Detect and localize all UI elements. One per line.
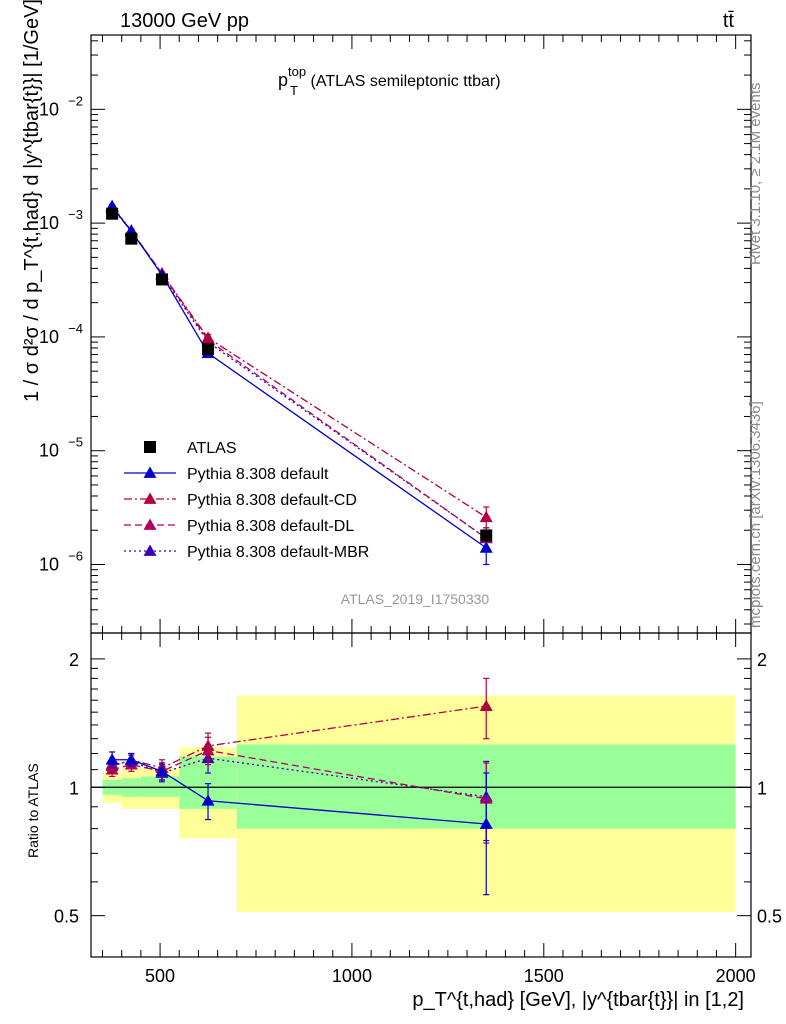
legend-marker-cd <box>143 492 157 504</box>
y-tick-exponent: −4 <box>68 321 83 336</box>
y-tick-exponent: −3 <box>68 207 83 222</box>
ratio-bands <box>102 695 736 912</box>
main-point-data <box>155 273 168 286</box>
ratio-frame <box>90 632 752 958</box>
x-tick-label: 500 <box>145 966 175 986</box>
ratio-y-tick-label-right: 1 <box>757 778 767 798</box>
y-tick-label: 10 <box>39 99 59 119</box>
plot-title: ptop (ATLAS semileptonic ttbar) <box>278 64 501 90</box>
ratio-y-tick-label-right: 0.5 <box>757 907 782 927</box>
main-line-dl <box>111 206 487 539</box>
plot-title-sub: T <box>290 83 298 98</box>
ratio-point-default <box>124 753 138 765</box>
main-point-data <box>480 529 493 542</box>
ratio-y-tick-label: 2 <box>69 650 79 670</box>
y-tick-exponent: −5 <box>68 435 83 450</box>
ratio-series <box>105 677 493 896</box>
y-tick-label: 10 <box>39 327 59 347</box>
plot-title-main: p <box>278 70 288 90</box>
legend-marker-default <box>143 466 157 478</box>
legend-marker-dl <box>143 518 157 530</box>
x-axis-label: p_T^{t,had} [GeV], |y^{tbar{t}}| in [1,2… <box>412 989 744 1011</box>
ratio-band-inner <box>140 776 180 797</box>
ratio-point-cd <box>479 699 493 711</box>
main-point-data <box>202 343 215 356</box>
x-tick-label: 2000 <box>716 966 756 986</box>
y-axis-label: 1 / σ d²σ / d p_T^{t,had} d |y^{tbar{t}}… <box>21 0 43 402</box>
plot-title-sup: top <box>288 64 306 79</box>
mcplots-reference: mcplots.cern.ch [arXiv:1306.3436] <box>747 401 764 628</box>
ratio-point-default <box>155 764 169 777</box>
rivet-version: Rivet 3.1.10, ≥ 2.1M events <box>747 83 764 266</box>
ratio-point-default <box>105 753 119 765</box>
ratio-point-default <box>201 794 215 806</box>
main-series <box>105 199 493 566</box>
legend-label-cd: Pythia 8.308 default-CD <box>187 492 357 509</box>
main-point-cd <box>479 510 493 523</box>
x-tick-label: 1500 <box>524 966 564 986</box>
legend-label-mbr: Pythia 8.308 default-MBR <box>187 544 369 561</box>
main-point-default <box>479 541 493 553</box>
y-tick-label: 10 <box>39 554 59 574</box>
legend-label-dl: Pythia 8.308 default-DL <box>187 518 354 535</box>
main-point-data <box>125 232 138 245</box>
header-right: tt̄ <box>723 10 735 32</box>
legend-label-data: ATLAS <box>187 440 237 457</box>
main-point-data <box>106 207 119 220</box>
ratio-y-tick-label-right: 2 <box>757 650 767 670</box>
legend-marker-mbr <box>143 544 157 556</box>
main-line-mbr <box>111 205 487 539</box>
x-tick-label: 1000 <box>332 966 372 986</box>
y-tick-exponent: −6 <box>68 548 83 563</box>
ratio-line-dl <box>111 749 487 800</box>
analysis-watermark: ATLAS_2019_I1750330 <box>341 591 490 607</box>
y-tick-label: 10 <box>39 441 59 461</box>
main-point-cd <box>201 331 215 343</box>
ratio-y-tick-label: 0.5 <box>54 907 79 927</box>
header-left: 13000 GeV pp <box>120 10 249 32</box>
y-tick-label: 10 <box>39 213 59 233</box>
plot-title-rest: (ATLAS semileptonic ttbar) <box>306 73 500 90</box>
y-tick-exponent: −2 <box>68 93 83 108</box>
legend: ATLAS Pythia 8.308 default Pythia 8.308 de… <box>124 440 369 561</box>
ratio-y-tick-label: 1 <box>69 778 79 798</box>
ratio-point-default <box>479 817 493 829</box>
ratio-point-cd <box>201 739 215 751</box>
main-panel: 10 −6 10 −5 10 −4 10 −3 10 −2 <box>39 35 751 633</box>
legend-marker-data <box>144 441 156 453</box>
ratio-y-axis-label: Ratio to ATLAS <box>25 763 41 858</box>
legend-label-default: Pythia 8.308 default <box>187 466 329 483</box>
ratio-panel: 500 1000 1500 2000 0.5 0.5 1 1 2 2 <box>54 633 782 986</box>
